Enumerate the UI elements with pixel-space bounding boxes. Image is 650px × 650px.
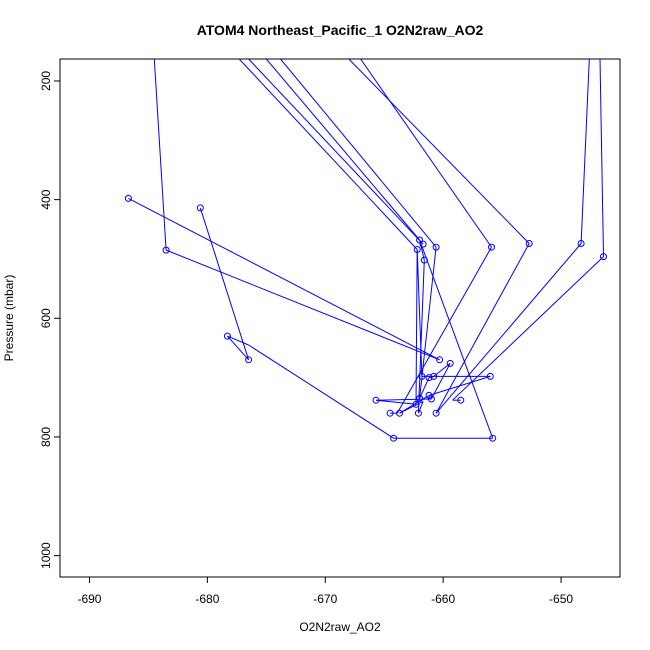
series-line-segment (280, 59, 437, 248)
x-tick-label: -650 (549, 592, 573, 606)
series-lines (128, 59, 604, 439)
x-tick-label: -660 (431, 592, 455, 606)
series-line-segment (375, 398, 432, 401)
series-line-segment (128, 197, 440, 361)
data-point (386, 409, 394, 417)
plot-area (124, 59, 607, 442)
data-point (488, 243, 495, 251)
series-line-segment (153, 59, 167, 251)
data-point (418, 372, 426, 380)
data-point (124, 194, 132, 202)
x-axis: -690 -680 -670 -660 -650 (77, 577, 573, 606)
data-point (223, 332, 231, 340)
data-point (430, 372, 438, 380)
data-point (419, 240, 427, 248)
series-line-segment (417, 260, 425, 414)
series-line-segment (430, 363, 451, 400)
data-point (525, 240, 533, 247)
series-line-segment (580, 59, 590, 244)
data-point (245, 356, 253, 364)
data-point (432, 409, 440, 417)
data-point (196, 204, 204, 212)
data-point (162, 246, 170, 254)
series-line-segment (348, 59, 530, 244)
data-point (486, 372, 494, 380)
data-point (425, 391, 433, 399)
series-line-segment (435, 243, 530, 414)
series-line-segment (419, 377, 430, 399)
y-axis: 200 400 600 800 1000 (39, 71, 60, 569)
data-point (446, 359, 454, 367)
data-point (412, 400, 420, 408)
data-point (420, 256, 428, 264)
series-line-segment (433, 363, 451, 377)
chart-title: ATOM4 Northeast_Pacific_1 O2N2raw_AO2 (197, 22, 484, 38)
data-point (413, 246, 421, 253)
series-line-segment (428, 375, 434, 379)
series-line-segment (199, 207, 250, 360)
series-line-segment (599, 59, 604, 257)
series-points (124, 194, 607, 442)
data-point (425, 374, 433, 382)
series-line-segment (165, 249, 440, 361)
data-point (372, 396, 380, 404)
series-line-segment (415, 249, 418, 405)
data-point (436, 356, 444, 364)
data-point (416, 236, 424, 244)
series-line-segment (248, 344, 394, 439)
data-point (427, 395, 435, 403)
data-point (414, 409, 422, 417)
series-line-segment (416, 249, 423, 377)
series-line-segment (227, 335, 249, 361)
series-line-segment (417, 401, 424, 414)
x-tick-label: -680 (195, 592, 219, 606)
series-line-segment (248, 59, 424, 245)
y-tick-label: 800 (39, 427, 53, 447)
y-tick-label: 1000 (39, 542, 53, 569)
plot-frame (59, 58, 621, 578)
series-line-segment (238, 59, 418, 250)
data-point (396, 409, 403, 417)
data-point (600, 253, 607, 261)
series-line-segment (452, 256, 604, 401)
series-line-segment (360, 59, 492, 248)
data-point (489, 434, 497, 442)
data-point (432, 243, 440, 251)
x-tick-label: -690 (77, 592, 101, 606)
series-line-segment (419, 239, 494, 439)
series-line-segment (227, 335, 249, 346)
data-point (577, 240, 585, 247)
data-point (390, 434, 398, 442)
series-line-segment (396, 246, 492, 414)
series-line-segment (435, 243, 582, 414)
x-axis-label: O2N2raw_AO2 (299, 620, 381, 634)
data-point (457, 396, 465, 404)
series-line-segment (375, 399, 417, 405)
y-tick-label: 400 (39, 189, 53, 209)
y-axis-label: Pressure (mbar) (2, 275, 16, 362)
data-point (416, 394, 424, 402)
series-line-segment (265, 59, 420, 241)
y-tick-label: 600 (39, 308, 53, 328)
y-tick-label: 200 (39, 71, 53, 91)
x-tick-label: -670 (313, 592, 337, 606)
